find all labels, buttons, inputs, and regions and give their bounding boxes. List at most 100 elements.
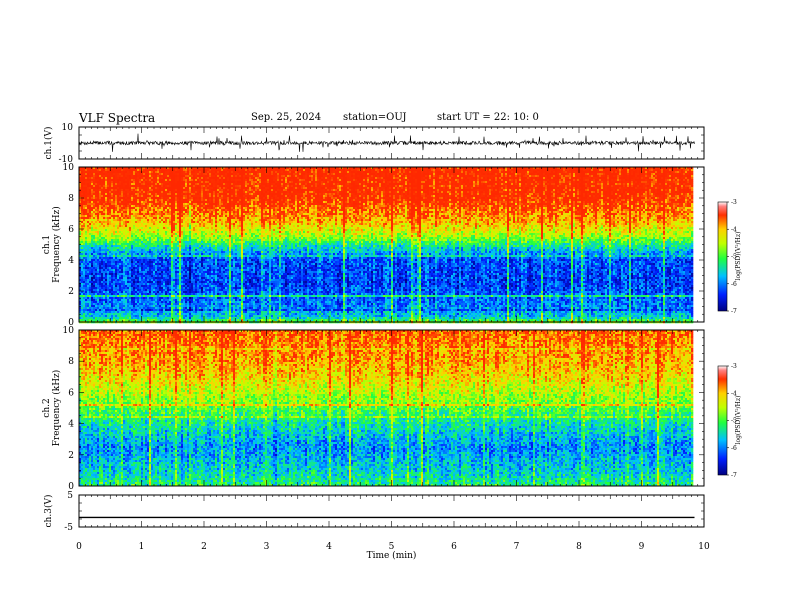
heatmap-cell (167, 169, 169, 171)
heatmap-cell (627, 181, 629, 183)
heatmap-cell (475, 179, 477, 181)
heatmap-cell (301, 185, 303, 187)
heatmap-cell (563, 169, 565, 171)
heatmap-cell (611, 171, 613, 173)
heatmap-cell (459, 173, 461, 175)
heatmap-cell (193, 177, 195, 179)
heatmap-cell (635, 177, 637, 179)
heatmap-cell (303, 171, 305, 173)
heatmap-cell (651, 185, 653, 187)
heatmap-cell (275, 171, 277, 173)
heatmap-cell (429, 185, 431, 187)
heatmap-cell (637, 179, 639, 181)
heatmap-cell (141, 177, 143, 179)
heatmap-cell (253, 173, 255, 175)
heatmap-cell (403, 171, 405, 173)
heatmap-cell (93, 171, 95, 173)
heatmap-cell (391, 175, 393, 177)
heatmap-cell (211, 177, 213, 179)
heatmap-cell (513, 169, 515, 171)
heatmap-cell (247, 173, 249, 175)
heatmap-cell (95, 171, 97, 173)
heatmap-cell (363, 173, 365, 175)
heatmap-cell (161, 169, 163, 171)
heatmap-cell (257, 169, 259, 171)
heatmap-cell (523, 185, 525, 187)
heatmap-cell (481, 177, 483, 179)
heatmap-cell (561, 171, 563, 173)
heatmap-cell (131, 181, 133, 183)
heatmap-cell (457, 185, 459, 187)
heatmap-cell (557, 169, 559, 171)
heatmap-cell (89, 179, 91, 181)
heatmap-cell (291, 175, 293, 177)
heatmap-cell (453, 183, 455, 185)
heatmap-cell (467, 183, 469, 185)
heatmap-cell (263, 183, 265, 185)
heatmap-cell (323, 171, 325, 173)
heatmap-cell (647, 173, 649, 175)
heatmap-cell (529, 175, 531, 177)
heatmap-cell (337, 177, 339, 179)
heatmap-cell (259, 181, 261, 183)
heatmap-cell (399, 181, 401, 183)
heatmap-cell (217, 181, 219, 183)
heatmap-cell (159, 185, 161, 187)
heatmap-cell (97, 185, 99, 187)
heatmap-cell (495, 185, 497, 187)
heatmap-cell (377, 183, 379, 185)
heatmap-cell (215, 173, 217, 175)
heatmap-cell (333, 169, 335, 171)
heatmap-cell (159, 171, 161, 173)
heatmap-cell (425, 175, 427, 177)
heatmap-cell (473, 181, 475, 183)
heatmap-cell (177, 185, 179, 187)
heatmap-cell (439, 179, 441, 181)
heatmap-cell (127, 187, 129, 189)
heatmap-cell (493, 173, 495, 175)
heatmap-cell (175, 171, 177, 173)
heatmap-cell (603, 183, 605, 185)
heatmap-cell (229, 173, 231, 175)
heatmap-cell (301, 173, 303, 175)
heatmap-cell (641, 173, 643, 175)
heatmap-cell (137, 181, 139, 183)
heatmap-cell (649, 171, 651, 173)
heatmap-cell (383, 175, 385, 177)
heatmap-cell (251, 185, 253, 187)
heatmap-cell (279, 171, 281, 173)
heatmap-cell (509, 179, 511, 181)
heatmap-cell (517, 171, 519, 173)
heatmap-cell (265, 177, 267, 179)
heatmap-cell (189, 171, 191, 173)
heatmap-cell (509, 185, 511, 187)
heatmap-cell (255, 173, 257, 175)
heatmap-cell (427, 171, 429, 173)
heatmap-cell (655, 175, 657, 177)
heatmap-cell (599, 179, 601, 181)
heatmap-cell (475, 185, 477, 187)
heatmap-cell (417, 169, 419, 171)
heatmap-cell (685, 173, 687, 175)
heatmap-cell (163, 183, 165, 185)
heatmap-cell (655, 173, 657, 175)
heatmap-cell (601, 185, 603, 187)
heatmap-cell (321, 175, 323, 177)
heatmap-cell (597, 175, 599, 177)
heatmap-cell (113, 171, 115, 173)
heatmap-cell (663, 179, 665, 181)
heatmap-cell (479, 179, 481, 181)
heatmap-cell (205, 181, 207, 183)
heatmap-cell (281, 185, 283, 187)
heatmap-cell (615, 171, 617, 173)
heatmap-cell (337, 179, 339, 181)
heatmap-cell (227, 171, 229, 173)
heatmap-cell (97, 171, 99, 173)
heatmap-cell (573, 183, 575, 185)
heatmap-cell (667, 173, 669, 175)
heatmap-cell (201, 175, 203, 177)
heatmap-cell (499, 169, 501, 171)
heatmap-cell (387, 171, 389, 173)
heatmap-cell (423, 181, 425, 183)
heatmap-cell (217, 171, 219, 173)
